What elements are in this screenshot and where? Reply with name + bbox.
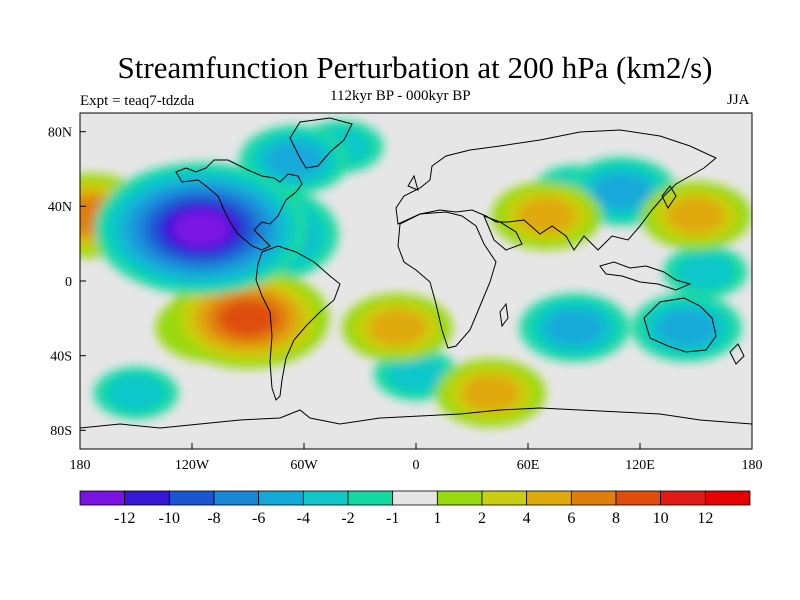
lat-label-80S: 80S <box>50 424 72 439</box>
colorbar-label: -4 <box>297 510 310 527</box>
contour-level <box>107 375 165 411</box>
lat-label-80N: 80N <box>48 126 72 141</box>
experiment-label: Expt = teaq7-tdzda <box>80 93 195 109</box>
coastline-south-america <box>255 245 341 401</box>
coastline-japan <box>661 185 677 209</box>
lon-tick-120E: 120E <box>625 443 655 473</box>
coastline-australia <box>643 297 717 353</box>
colorbar-swatch <box>436 490 483 506</box>
colorbar-swatch <box>704 490 751 506</box>
contour-blobs <box>80 120 751 427</box>
lon-label-60W: 60W <box>290 458 318 473</box>
colorbar-label: 4 <box>523 510 531 527</box>
colorbar-label: 1 <box>433 510 441 527</box>
contour-level <box>461 375 520 411</box>
longitude-axis: 180 120W 60W 0 60E 120E 180 <box>70 443 763 473</box>
lat-tick-40S: 40S <box>50 350 86 365</box>
colorbar-swatch <box>124 490 170 506</box>
lon-tick-60W: 60W <box>290 443 318 473</box>
lon-tick-120W: 120W <box>175 443 210 473</box>
period-label: 112kyr BP - 000kyr BP <box>330 88 471 104</box>
lon-label-60E: 60E <box>517 458 540 473</box>
coastline-eurasia <box>395 129 717 251</box>
colorbar-swatch <box>481 490 528 506</box>
contour-level <box>368 309 427 346</box>
lon-label-120E: 120E <box>625 458 655 473</box>
colorbar-swatch <box>258 490 304 506</box>
latitude-axis: 80N 40N 0 40S 80S <box>48 126 86 439</box>
contour-field <box>80 113 752 449</box>
coastline-maritime <box>599 261 692 291</box>
colorbar-label: -1 <box>386 510 399 527</box>
lat-tick-80S: 80S <box>50 424 86 439</box>
colorbar-swatch <box>302 490 349 506</box>
lat-tick-0: 0 <box>65 275 86 290</box>
colorbar-swatch <box>615 490 662 506</box>
coastline-greenland <box>289 117 353 169</box>
colorbar <box>79 490 751 506</box>
coastline-north-america <box>175 159 303 251</box>
coastline-arabia <box>483 215 523 251</box>
colorbar-swatch <box>570 490 617 506</box>
contour-level <box>265 141 324 178</box>
lon-tick-0: 0 <box>413 443 420 473</box>
coastline-antarctica <box>80 407 752 429</box>
lon-label-120W: 120W <box>175 458 210 473</box>
colorbar-label: -12 <box>114 510 135 527</box>
colorbar-label: 8 <box>612 510 620 527</box>
lat-label-40S: 40S <box>50 350 72 365</box>
coastline-uk <box>407 174 419 191</box>
colorbar-label: 2 <box>478 510 486 527</box>
contour-level <box>219 300 277 337</box>
contour-level <box>517 197 576 234</box>
colorbar-swatch <box>526 490 572 506</box>
colorbar-swatch <box>168 490 215 506</box>
contour-level <box>545 309 604 346</box>
lat-label-0: 0 <box>65 275 72 290</box>
contour-level <box>592 173 651 210</box>
colorbar-swatch <box>213 490 260 506</box>
page-title: Streamfunction Perturbation at 200 hPa (… <box>117 50 713 85</box>
lon-tick-180E: 180 <box>742 443 763 473</box>
coastline-africa <box>397 211 497 349</box>
lon-label-180E: 180 <box>742 458 763 473</box>
colorbar-label: -10 <box>159 510 180 527</box>
contour-level <box>667 197 725 234</box>
coastlines <box>80 117 752 429</box>
colorbar-label: 10 <box>653 510 669 527</box>
contour-level <box>657 309 716 346</box>
colorbar-swatch <box>660 490 706 506</box>
contour-level <box>172 210 231 247</box>
season-label: JJA <box>727 92 750 108</box>
lat-tick-80N: 80N <box>48 126 86 141</box>
contour-level <box>387 356 445 393</box>
lon-label-180W: 180 <box>70 458 91 473</box>
lon-tick-60E: 60E <box>517 443 540 473</box>
colorbar-label: -8 <box>207 510 220 527</box>
colorbar-swatch <box>347 490 394 506</box>
colorbar-label: -2 <box>341 510 354 527</box>
lon-tick-180W: 180 <box>70 443 91 473</box>
colorbar-swatch <box>79 490 126 506</box>
contour-level <box>676 253 735 290</box>
colorbar-label: 6 <box>567 510 575 527</box>
coastline-madagascar <box>499 302 509 328</box>
lon-label-0: 0 <box>413 458 420 473</box>
colorbar-swatch <box>392 490 438 506</box>
lat-label-40N: 40N <box>48 200 72 215</box>
colorbar-label: 12 <box>697 510 713 527</box>
colorbar-label: -6 <box>252 510 265 527</box>
coastline-new-zealand <box>729 343 745 365</box>
lat-tick-40N: 40N <box>48 200 86 215</box>
colorbar-labels: -12 -10 -8 -6 -4 -2 -1 1 2 4 6 8 10 12 <box>114 510 713 527</box>
